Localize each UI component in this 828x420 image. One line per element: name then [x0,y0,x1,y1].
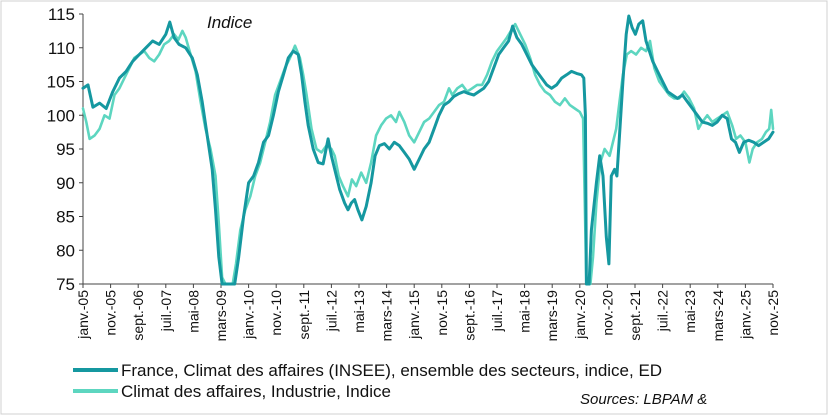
x-tick-label: nov.-10 [268,290,284,336]
y-tick-label: 85 [56,208,75,227]
y-tick-label: 105 [47,73,75,92]
y-tick-label: 100 [47,106,75,125]
legend: France, Climat des affaires (INSEE), ens… [73,361,662,401]
x-tick-label: juil.-07 [158,290,174,332]
x-tick-label: mars-19 [544,290,560,342]
x-tick-label: sept.-21 [627,290,643,341]
y-tick-label: 95 [56,140,75,159]
x-axis: janv.-05 nov.-05 sept.-06 juil.-07 mai-08 mar… [75,283,781,342]
legend-label-2: Climat des affaires, Industrie, Indice [121,382,391,401]
x-tick-label: janv.-05 [75,290,91,340]
series-lines [81,14,775,286]
x-tick-label: juil.-22 [655,290,671,332]
legend-label-1: France, Climat des affaires (INSEE), ens… [121,361,662,380]
x-tick-label: mai-18 [517,290,533,333]
x-tick-label: mai-13 [351,290,367,333]
x-tick-label: mars-24 [710,290,726,342]
y-tick-label: 110 [48,39,75,58]
y-tick-label: 75 [56,275,75,294]
x-tick-label: janv.-25 [737,290,753,340]
y-axis: 75 80 85 90 95 100 105 110 115 [47,5,84,294]
x-tick-label: mai-08 [185,290,201,333]
x-tick-label: mars-09 [213,290,229,342]
y-tick-label: 115 [48,5,75,24]
y-tick-label: 80 [56,241,75,260]
x-tick-label: janv.-10 [241,290,257,340]
source-note: Sources: LBPAM & [580,391,707,408]
y-tick-label: 90 [56,174,75,193]
series-line-1 [81,14,775,286]
x-tick-label: mai-23 [682,290,698,333]
x-tick-label: sept.-11 [296,290,312,340]
x-tick-label: juil.-17 [489,290,505,332]
x-tick-label: janv.-15 [406,290,422,340]
x-tick-label: sept.-16 [461,290,477,341]
x-tick-label: mars-14 [379,290,395,342]
x-tick-label: nov.-25 [765,290,781,336]
chart-annotation: Indice [207,13,252,32]
x-tick-label: juil.-12 [323,290,339,332]
x-tick-label: nov.-20 [599,290,615,336]
x-tick-label: janv.-20 [572,290,588,340]
x-tick-label: sept.-06 [130,290,146,341]
x-tick-label: nov.-15 [434,290,450,336]
x-tick-label: nov.-05 [103,290,119,336]
